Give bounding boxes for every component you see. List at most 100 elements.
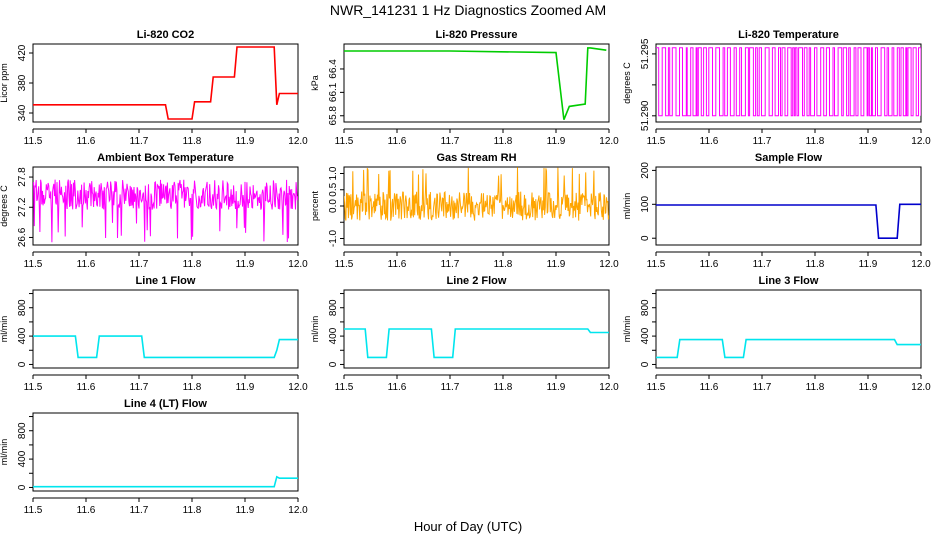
y-tick-label: 400	[17, 450, 28, 467]
x-tick-label: 11.9	[236, 136, 255, 147]
x-tick-label: 11.9	[236, 382, 255, 393]
x-tick-label: 11.5	[647, 136, 666, 147]
y-axis-label: ml/min	[622, 316, 632, 343]
series-line	[656, 203, 921, 239]
chart-panel-2: Li-820 Pressure kPa 65.8 66.1 66.4 11.5 11.6 11…	[310, 29, 619, 147]
x-tick-label: 11.5	[24, 505, 43, 516]
y-axis-label: ml/min	[310, 316, 320, 343]
y-tick-label: 800	[328, 299, 339, 316]
plot-frame	[32, 289, 299, 369]
x-tick-label: 11.8	[806, 382, 825, 393]
x-tick-label: 11.7	[130, 382, 149, 393]
x-tick-label: 11.8	[183, 505, 202, 516]
x-tick-label: 12.0	[911, 259, 931, 270]
chart-panel-6: Sample Flow ml/min 0 100 200 11.5 11.6 11.7 11.8…	[622, 152, 931, 270]
series-line	[33, 475, 298, 488]
y-tick-label: 27.2	[17, 197, 28, 217]
series-line	[33, 46, 298, 120]
y-axis-label: Licor ppm	[0, 63, 9, 103]
x-tick-label: 11.9	[236, 259, 255, 270]
y-tick-label: 66.4	[328, 59, 339, 79]
y-axis-label: degrees C	[622, 62, 632, 104]
x-tick-label: 11.8	[806, 136, 825, 147]
series-line	[344, 167, 609, 221]
x-tick-label: 11.9	[547, 259, 566, 270]
chart-title: Gas Stream RH	[436, 152, 516, 164]
y-axis-label: ml/min	[0, 316, 9, 343]
y-tick-label: 800	[640, 299, 651, 316]
x-tick-label: 11.5	[335, 136, 354, 147]
x-tick-label: 11.5	[335, 382, 354, 393]
x-tick-label: 11.7	[753, 382, 772, 393]
figure-xlabel: Hour of Day (UTC)	[414, 519, 522, 534]
y-tick-label: 65.8	[328, 106, 339, 126]
y-tick-label: 51.290	[640, 100, 651, 131]
x-tick-label: 11.7	[130, 136, 149, 147]
plot-frame	[343, 43, 610, 123]
y-tick-label: 66.1	[328, 82, 339, 102]
y-tick-label: 400	[17, 327, 28, 344]
x-tick-label: 11.9	[547, 382, 566, 393]
chart-title: Li-820 Pressure	[436, 29, 518, 41]
chart-panel-5: Gas Stream RH percent -1.0 0.0 0.5 1.0 11.5 11.…	[310, 152, 619, 270]
series-line	[33, 179, 298, 243]
chart-title: Line 3 Flow	[759, 275, 819, 287]
x-tick-label: 11.6	[388, 136, 407, 147]
x-tick-label: 12.0	[911, 382, 931, 393]
x-tick-label: 12.0	[288, 505, 308, 516]
y-tick-label: 0	[17, 361, 28, 367]
y-tick-label: 0.5	[328, 182, 339, 196]
x-tick-label: 11.5	[24, 382, 43, 393]
x-tick-label: 11.7	[441, 259, 460, 270]
x-tick-label: 11.7	[130, 259, 149, 270]
y-tick-label: 26.6	[17, 227, 28, 247]
x-tick-label: 11.5	[647, 382, 666, 393]
chart-title: Line 4 (LT) Flow	[124, 398, 207, 410]
plot-frame	[655, 166, 922, 246]
y-tick-label: 380	[17, 74, 28, 91]
series-line	[656, 338, 921, 359]
y-tick-label: 340	[17, 104, 28, 121]
y-tick-label: 400	[328, 327, 339, 344]
chart-title: Li-820 Temperature	[738, 29, 839, 41]
y-tick-label: 1.0	[328, 166, 339, 180]
x-tick-label: 11.6	[700, 259, 719, 270]
y-axis-label: degrees C	[0, 185, 9, 227]
y-tick-label: 0	[328, 361, 339, 367]
y-tick-label: 0	[640, 235, 651, 241]
x-tick-label: 11.5	[647, 259, 666, 270]
x-tick-label: 12.0	[599, 136, 619, 147]
y-axis-label: ml/min	[622, 193, 632, 220]
y-tick-label: 0	[640, 361, 651, 367]
chart-panel-7: Line 1 Flow ml/min 0 400 800 11.5 11.6 11.7 11.8…	[0, 275, 308, 393]
chart-title: Line 1 Flow	[136, 275, 196, 287]
y-tick-label: -1.0	[328, 229, 339, 247]
x-tick-label: 11.5	[24, 259, 43, 270]
x-tick-label: 11.8	[183, 136, 202, 147]
x-tick-label: 12.0	[288, 259, 308, 270]
y-tick-label: 200	[640, 162, 651, 179]
x-tick-label: 11.7	[753, 136, 772, 147]
y-tick-label: 400	[640, 327, 651, 344]
x-tick-label: 11.7	[441, 382, 460, 393]
x-tick-label: 11.9	[859, 382, 878, 393]
y-tick-label: 800	[17, 422, 28, 439]
x-tick-label: 11.6	[700, 136, 719, 147]
x-tick-label: 11.8	[494, 382, 513, 393]
x-tick-label: 12.0	[288, 382, 308, 393]
x-tick-label: 12.0	[599, 382, 619, 393]
x-tick-label: 11.8	[494, 259, 513, 270]
series-line	[33, 335, 298, 359]
y-tick-label: 420	[17, 44, 28, 61]
plot-frame	[32, 43, 299, 123]
chart-panels: Li-820 CO2 Licor ppm 340 380 420 11.5 11.6 11.7…	[0, 29, 931, 516]
chart-panel-10: Line 4 (LT) Flow ml/min 0 400 800 11.5 11.6 11.…	[0, 398, 308, 516]
x-tick-label: 12.0	[911, 136, 931, 147]
chart-panel-4: Ambient Box Temperature degrees C 26.6 27.2…	[0, 152, 308, 270]
x-tick-label: 11.5	[335, 259, 354, 270]
y-tick-label: 800	[17, 299, 28, 316]
x-tick-label: 11.5	[24, 136, 43, 147]
chart-title: Ambient Box Temperature	[97, 152, 234, 164]
y-axis-label: percent	[310, 190, 320, 221]
